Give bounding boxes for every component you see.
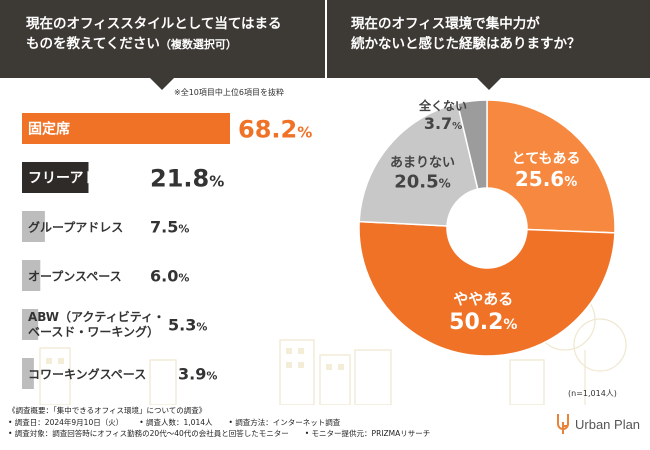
survey-footer: 《調査概要：「集中できるオフィス環境」についての調査》 • 調査日：2024年9… (8, 405, 446, 440)
bar-3 (22, 260, 41, 291)
bar-5 (22, 358, 34, 389)
bar-1 (22, 162, 89, 193)
donut-slice-2 (358, 102, 479, 227)
right-header: 現在のオフィス環境で集中力が 続かないと感じた経験はありますか？ (325, 0, 650, 90)
footer-target: • 調査対象：調査回答時にオフィス勤務の20代～40代の会社員と回答したモニター (8, 429, 289, 438)
footer-count: • 調査人数：1,014人 (139, 417, 213, 427)
left-title: 現在のオフィススタイルとして当てはまる ものを教えてください（複数選択可） (26, 14, 282, 55)
donut-label-2: あまりない (390, 155, 455, 170)
right-title: 現在のオフィス環境で集中力が 続かないと感じた経験はありますか？ (351, 14, 581, 54)
bar-value-label-1: 21.8% (150, 165, 224, 193)
bar-2 (22, 211, 45, 242)
left-title-line1: 現在のオフィススタイルとして当てはまる (26, 16, 282, 32)
right-title-line1: 現在のオフィス環境で集中力が (351, 16, 540, 32)
left-title-line2: ものを教えてください (26, 36, 160, 52)
bar-value-label-0: 68.2% (238, 116, 312, 144)
donut-value-2: 20.5% (394, 171, 450, 192)
donut-slice-0 (486, 99, 616, 234)
footer-method: • 調査方法：インターネット調査 (228, 417, 341, 427)
brand: Urban Plan (556, 412, 640, 436)
donut-value-0: 25.6% (515, 167, 577, 191)
donut-label-0: とてもある (512, 151, 581, 167)
left-header-notch (150, 78, 174, 90)
left-title-suffix: （複数選択可） (159, 38, 237, 51)
urban-plan-logo-icon (557, 414, 569, 434)
brand-name: Urban Plan (575, 416, 641, 432)
right-header-notch (477, 78, 501, 90)
bar-value-label-4: 5.3% (168, 316, 207, 335)
city-background (39, 300, 627, 405)
bar-category-label-5: コワーキングスペース (28, 367, 146, 382)
bar-category-label-4-1: ベースド・ワーキング） (28, 324, 159, 339)
donut-label-3: 全くない (418, 98, 467, 113)
bar-category-label-3: オープンスペース (28, 269, 122, 284)
bar-category-label-4-0: ABW（アクティビティ・ (28, 309, 165, 324)
footer-provider: • モニター提供元：PRIZMAリサーチ (304, 429, 431, 438)
footer-overview: 《調査概要：「集中できるオフィス環境」についての調査》 (8, 406, 207, 415)
bar-4 (22, 309, 39, 340)
bar-value-label-2: 7.5% (150, 218, 189, 237)
donut-label-1: ややある (453, 290, 513, 308)
bar-value-label-5: 3.9% (178, 365, 217, 384)
bar-category-label-1: フリーアドレス (28, 171, 125, 187)
left-header: 現在のオフィススタイルとして当てはまる ものを教えてください（複数選択可） (0, 0, 325, 90)
footer-date: • 調査日：2024年9月10日（火） (8, 417, 124, 427)
bar-0 (22, 113, 230, 144)
donut-slice-1 (358, 220, 616, 357)
bar-category-label-2: グループアドレス (28, 220, 123, 235)
bar-chart: 固定席 68.2% フリーアドレス 21.8% グループアドレス 7.5% オープンスペース… (22, 113, 312, 389)
bar-value-label-3: 6.0% (150, 267, 189, 286)
bar-category-label-0: 固定席 (28, 121, 70, 138)
sample-size: (n=1,014人) (568, 389, 617, 398)
selection-note: ※全10項目中上位6項目を抜粋 (174, 88, 284, 97)
donut-value-1: 50.2% (449, 310, 517, 335)
right-title-line2: 続かないと感じた経験はありますか？ (351, 36, 581, 52)
donut-slice-3 (456, 99, 488, 190)
